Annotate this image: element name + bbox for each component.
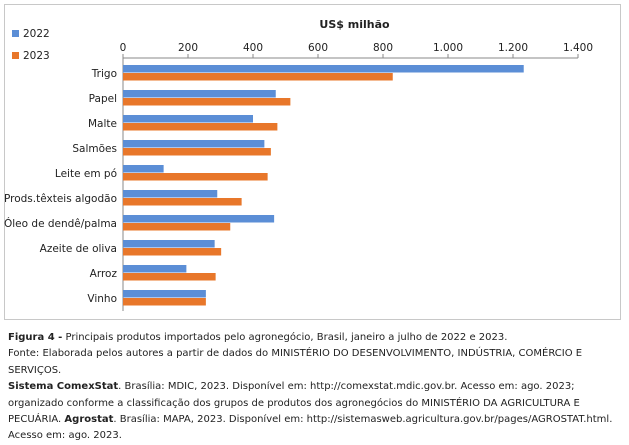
chart-frame	[4, 4, 621, 320]
figure-text: Principais produtos importados pelo agro…	[62, 332, 508, 343]
bar-2022	[123, 240, 215, 248]
x-tick-label: 400	[243, 42, 263, 54]
bar-2022	[123, 115, 253, 123]
category-label: Salmões	[72, 143, 117, 155]
x-tick-label: 800	[373, 42, 393, 54]
bar-2023	[123, 298, 206, 306]
category-label: Papel	[89, 93, 117, 105]
bar-2023	[123, 73, 393, 81]
source-prefix: Fonte: Elaborada pelos autores a partir …	[8, 348, 583, 376]
category-label: Trigo	[91, 68, 117, 80]
category-label: Azeite de oliva	[40, 243, 117, 255]
x-axis-title: US$ milhão	[319, 18, 390, 31]
bar-2022	[123, 265, 187, 273]
bar-2022	[123, 140, 265, 148]
category-label: Prods.têxteis algodão	[4, 193, 117, 205]
bar-2022	[123, 65, 524, 73]
category-label: Leite em pó	[55, 168, 117, 180]
x-tick-label: 1.200	[498, 42, 528, 54]
bar-2022	[123, 165, 164, 173]
source-bold-comexstat: Sistema ComexStat	[8, 381, 119, 393]
x-tick-label: 1.400	[563, 42, 593, 54]
bar-chart: US$ milhão 0 200 400 600 800 1.000 1.200 1.400 Tr…	[4, 18, 593, 311]
x-tick-label: 0	[120, 42, 127, 54]
bar-2023	[123, 123, 278, 131]
x-tick-label: 600	[308, 42, 328, 54]
x-tick-label: 200	[178, 42, 198, 54]
bar-2023	[123, 148, 271, 156]
bar-2023	[123, 223, 231, 231]
category-label: Malte	[88, 118, 117, 130]
figure-caption: Figura 4 - Principais produtos importado…	[8, 330, 620, 445]
source-mid: . Brasília: MDIC, 2023. Disponível em: h…	[8, 381, 580, 426]
bar-2023	[123, 273, 216, 281]
bar-2023	[123, 248, 222, 256]
category-label: Óleo de dendê/palma	[4, 217, 117, 230]
legend-swatch-2022	[12, 30, 19, 37]
bar-2023	[123, 198, 242, 206]
bar-2022	[123, 215, 275, 223]
legend-swatch-2023	[12, 52, 19, 59]
figure-title: Figura 4 - Principais produtos importado…	[8, 330, 620, 346]
category-label: Arroz	[90, 268, 118, 280]
legend-label-2022: 2022	[23, 28, 50, 40]
bar-2023	[123, 98, 291, 106]
bar-2022	[123, 190, 218, 198]
legend-label-2023: 2023	[23, 50, 50, 62]
source-bold-agrostat: Agrostat	[64, 414, 114, 426]
x-tick-label: 1.000	[433, 42, 463, 54]
category-label: Vinho	[87, 293, 117, 305]
figure-source: Fonte: Elaborada pelos autores a partir …	[8, 346, 620, 444]
bar-2022	[123, 290, 206, 298]
figure-label: Figura 4 -	[8, 332, 63, 343]
bar-2023	[123, 173, 268, 181]
bar-2022	[123, 90, 276, 98]
